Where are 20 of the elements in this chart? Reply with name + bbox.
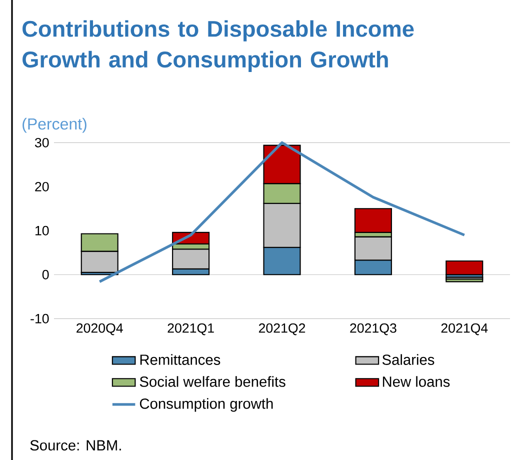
y-tick-label: 0 [42, 270, 49, 280]
x-tick-label: 2021Q2 [258, 323, 306, 336]
x-tick-label: 2021Q4 [441, 323, 488, 336]
source-note: Source: NBM. [30, 440, 121, 451]
legend-label: Remittances [140, 354, 220, 365]
y-tick-label: 20 [35, 182, 49, 192]
legend-label: Consumption growth [140, 398, 273, 412]
bar [446, 260, 484, 276]
legend-label: Social welfare benefits [140, 376, 286, 387]
chart-title: Contributions to Disposable Income Growth and Consumption Growth [22, 20, 414, 72]
legend-label: New loans [382, 376, 450, 387]
x-tick-label: 2021Q1 [168, 323, 214, 336]
x-tick-label: 2020Q4 [76, 323, 123, 336]
y-tick-label: 30 [34, 138, 49, 148]
x-tick-label: 2021Q3 [350, 323, 396, 336]
y-tick-label: 10 [35, 226, 49, 236]
y-tick-label: -10 [30, 314, 49, 324]
legend-label: Salaries [382, 354, 434, 365]
chart-subtitle: (Percent) [22, 118, 86, 133]
bar [446, 278, 484, 282]
